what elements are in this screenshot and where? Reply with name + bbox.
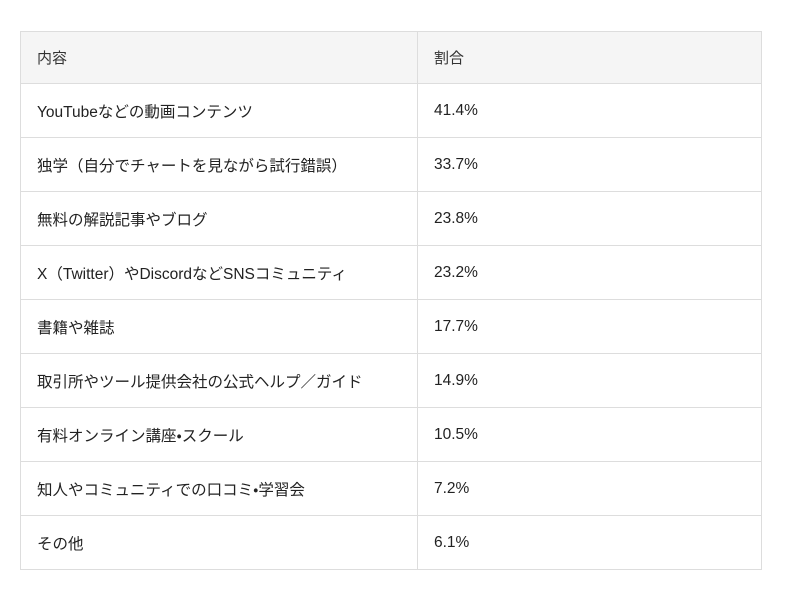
table-row: 独学（自分でチャートを見ながら試行錯誤） 33.7% [20,137,762,192]
table-row: 無料の解説記事やブログ 23.8% [20,191,762,246]
content-cell: 独学（自分でチャートを見ながら試行錯誤） [20,137,418,192]
ratio-cell: 14.9% [417,353,762,408]
ratio-cell: 41.4% [417,83,762,138]
table-row: 取引所やツール提供会社の公式ヘルプ／ガイド 14.9% [20,353,762,408]
content-cell: 知人やコミュニティでの口コミ・学習会 [20,461,418,516]
content-cell: 無料の解説記事やブログ [20,191,418,246]
table-row: X（Twitter）やDiscordなどSNSコミュニティ 23.2% [20,245,762,300]
table-row: 知人やコミュニティでの口コミ・学習会 7.2% [20,461,762,516]
table-row: その他 6.1% [20,515,762,570]
survey-results-table: 内容 割合 YouTubeなどの動画コンテンツ 41.4% 独学（自分でチャート… [20,31,762,570]
ratio-cell: 17.7% [417,299,762,354]
content-cell: 取引所やツール提供会社の公式ヘルプ／ガイド [20,353,418,408]
table-row: 書籍や雑誌 17.7% [20,299,762,354]
ratio-cell: 10.5% [417,407,762,462]
header-cell-content: 内容 [20,31,418,84]
survey-results-table-container: 内容 割合 YouTubeなどの動画コンテンツ 41.4% 独学（自分でチャート… [20,31,762,570]
ratio-cell: 7.2% [417,461,762,516]
ratio-cell: 33.7% [417,137,762,192]
content-cell: YouTubeなどの動画コンテンツ [20,83,418,138]
header-cell-ratio: 割合 [417,31,762,84]
ratio-cell: 6.1% [417,515,762,570]
content-cell: 書籍や雑誌 [20,299,418,354]
content-cell: 有料オンライン講座・スクール [20,407,418,462]
table-row: 有料オンライン講座・スクール 10.5% [20,407,762,462]
content-cell: その他 [20,515,418,570]
content-cell: X（Twitter）やDiscordなどSNSコミュニティ [20,245,418,300]
ratio-cell: 23.2% [417,245,762,300]
table-row: YouTubeなどの動画コンテンツ 41.4% [20,83,762,138]
header-row: 内容 割合 [20,31,762,84]
ratio-cell: 23.8% [417,191,762,246]
